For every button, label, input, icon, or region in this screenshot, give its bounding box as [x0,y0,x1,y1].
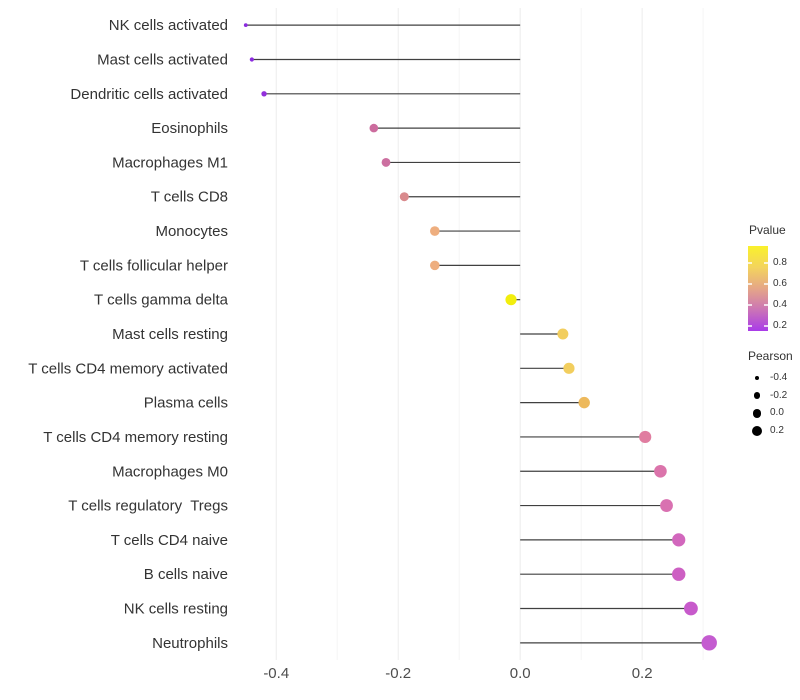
pvalue-tick-mark [764,303,768,306]
pvalue-tick-label: 0.6 [773,277,787,289]
pvalue-tick-label: 0.8 [773,256,787,268]
lollipop-dot [369,123,379,133]
y-axis-label: NK cells activated [109,17,228,34]
lollipop-dot [639,430,652,444]
lollipop-dot [381,158,391,167]
y-axis-label: Plasma cells [144,395,228,412]
pearson-size-dot [754,375,760,381]
y-axis-label: Dendritic cells activated [70,86,228,103]
pearson-size-label: -0.2 [770,389,788,401]
lollipop-dot [261,91,267,97]
lollipop-dot [249,57,254,62]
y-axis-label: Eosinophils [151,120,228,137]
pvalue-legend-title: Pvalue [749,223,786,237]
lollipop-dot [430,226,440,236]
pvalue-tick-label: 0.2 [773,319,787,331]
pvalue-colorbar [748,246,768,331]
y-axis-label: T cells CD4 naive [111,532,228,549]
pvalue-tick-mark [748,303,752,306]
y-axis-label: Mast cells activated [97,51,228,68]
y-axis-label: Monocytes [155,223,228,240]
pvalue-tick-mark [748,261,752,264]
lollipop-dot [563,362,575,374]
pvalue-tick-mark [748,324,752,327]
y-axis-label: Neutrophils [152,635,228,652]
pearson-legend-title: Pearson [748,349,793,363]
y-axis-label: Macrophages M0 [112,463,228,480]
x-axis-tick-label: -0.2 [385,665,411,682]
x-axis-tick-label: -0.4 [263,665,289,682]
pvalue-tick-label: 0.4 [773,298,787,310]
lollipop-dot [672,533,686,547]
pearson-size-label: -0.4 [770,372,788,383]
pvalue-tick-mark [764,282,768,285]
pvalue-tick-mark [748,282,752,285]
lollipop-dot [399,192,409,202]
pvalue-tick-mark [764,324,768,327]
y-axis-label: T cells CD8 [151,189,228,206]
y-axis-label: T cells CD4 memory activated [28,360,228,377]
lollipop-dot [243,23,248,28]
y-axis-label: T cells CD4 memory resting [43,429,228,446]
lollipop-dot [578,396,590,409]
lollipop-dot [505,294,517,306]
legend-panel: Pvalue 0.8 0.6 0.4 0.2 Pearson -0.4 -0.2 0.0 0… [738,218,800,456]
x-axis-tick-label: 0.0 [510,665,531,682]
lollipop-dot [684,601,698,616]
y-axis-label: Mast cells resting [112,326,228,343]
pearson-size-dot [751,426,763,437]
y-axis-label: Macrophages M1 [112,154,228,171]
lollipop-dot [430,260,440,271]
pvalue-tick-mark [764,261,768,264]
lollipop-dot [672,567,686,581]
lollipop-dot [660,499,673,512]
y-axis-label: T cells follicular helper [80,257,228,274]
y-axis-label: T cells regulatory Tregs [68,498,228,515]
pearson-size-label: 0.0 [770,407,784,419]
lollipop-dot [654,464,667,478]
y-axis-label: NK cells resting [124,601,228,618]
x-axis-tick-label: 0.2 [632,665,653,682]
y-axis-label: T cells gamma delta [94,292,229,309]
lollipop-dot [701,635,717,651]
pearson-size-dot [753,392,761,399]
pearson-size-label: 0.2 [770,425,784,437]
lollipop-dot [557,328,569,340]
pearson-size-dot [752,409,762,418]
y-axis-label: B cells naive [144,566,228,583]
